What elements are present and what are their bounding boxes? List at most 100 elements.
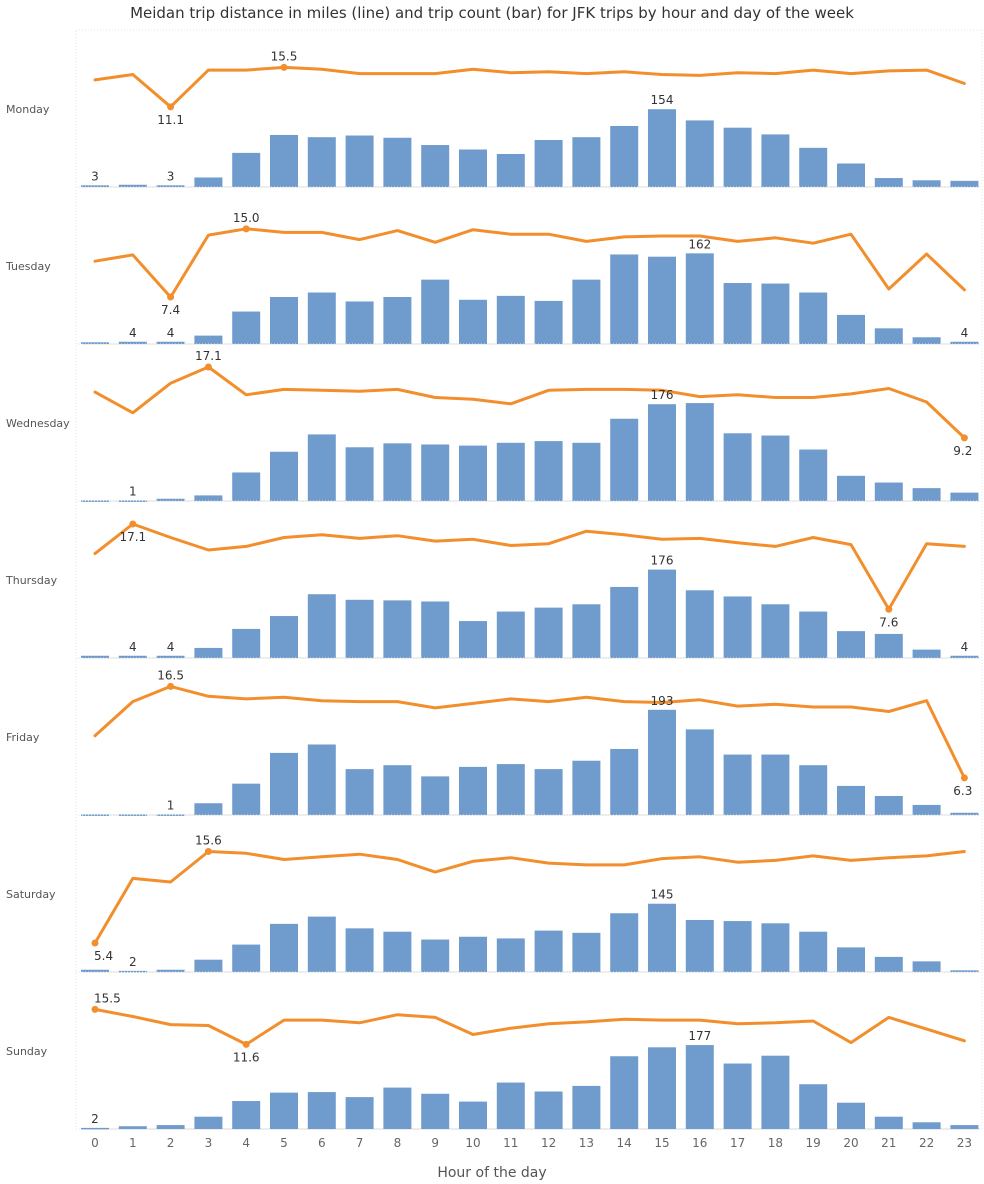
line-data-label: 15.0 [233, 211, 260, 225]
bar [837, 631, 865, 658]
bar [648, 1047, 676, 1129]
bar [761, 923, 790, 972]
bar [799, 611, 828, 658]
bar [874, 633, 903, 658]
bar-data-label: 4 [961, 326, 969, 340]
bar [459, 766, 487, 815]
row-label: Wednesday [6, 417, 70, 430]
bar [874, 482, 903, 501]
distance-line [93, 850, 966, 945]
row-label: Sunday [6, 1045, 48, 1058]
bar [156, 655, 185, 658]
bar [950, 655, 979, 658]
x-tick-label: 9 [431, 1136, 439, 1150]
bar-data-label: 4 [167, 640, 175, 654]
bar-data-label: 4 [961, 640, 969, 654]
bar [118, 970, 147, 973]
bar [723, 127, 752, 187]
bar [950, 180, 979, 187]
bar [799, 449, 828, 501]
bar [912, 1122, 941, 1129]
line-point-marker [129, 520, 137, 528]
bar [874, 1116, 903, 1129]
bar [685, 120, 714, 187]
bar [837, 314, 865, 344]
bar [761, 283, 790, 344]
bar-data-label: 4 [129, 326, 137, 340]
bar [194, 647, 223, 658]
line-data-label: 17.1 [119, 530, 146, 544]
bar [270, 752, 298, 815]
x-tick-label: 8 [394, 1136, 402, 1150]
line-data-label: 17.1 [195, 349, 222, 363]
panel-saturday: Saturday 2 145 15.6 5.4 [6, 814, 982, 973]
x-tick-label: 20 [843, 1136, 858, 1150]
bar [496, 938, 525, 972]
bar [912, 488, 941, 501]
bar [723, 283, 752, 344]
bar [799, 147, 828, 187]
bar [118, 655, 147, 658]
bar [232, 1101, 261, 1129]
bar [496, 764, 525, 815]
bar [421, 145, 450, 187]
bar [610, 126, 639, 187]
bar [912, 337, 941, 344]
line-data-label: 15.6 [195, 833, 222, 847]
bar [307, 744, 336, 815]
bar [723, 921, 752, 972]
bar [345, 301, 374, 344]
bar [685, 919, 714, 972]
bar [345, 135, 374, 187]
bar-data-label: 177 [688, 1029, 711, 1043]
bar [421, 939, 450, 972]
panel-wednesday: Wednesday 1 176 17.1 9.2 [6, 343, 982, 502]
bar [459, 936, 487, 972]
bar [81, 185, 109, 187]
bar [496, 153, 525, 187]
bar [837, 1102, 865, 1129]
row-label: Tuesday [5, 260, 51, 273]
line-point-marker [204, 363, 212, 371]
x-tick-label: 23 [957, 1136, 972, 1150]
bar [81, 655, 109, 658]
bar [799, 292, 828, 344]
bar [232, 311, 261, 344]
bar [459, 445, 487, 501]
line-point-marker [167, 103, 175, 111]
bar [534, 607, 563, 658]
x-tick-label: 17 [730, 1136, 745, 1150]
chart-panels: Monday 3 3 154 15.5 11.1 Tuesday 4 4 4 162 15.0 7.4 W… [5, 29, 983, 1130]
bar [950, 1125, 979, 1129]
bar [572, 442, 601, 501]
bar [950, 341, 979, 344]
bar [194, 177, 223, 187]
bar-data-label: 3 [167, 169, 175, 183]
bar [307, 916, 336, 972]
line-data-label: 16.5 [157, 668, 184, 682]
bar [874, 178, 903, 187]
bar [761, 435, 790, 501]
bar [610, 748, 639, 815]
panel-monday: Monday 3 3 154 15.5 11.1 [6, 49, 980, 188]
x-tick-label: 19 [806, 1136, 821, 1150]
bar-data-label: 162 [688, 237, 711, 251]
bar [459, 149, 487, 187]
line-data-label: 11.6 [233, 1050, 260, 1064]
bar [383, 931, 412, 972]
bar [610, 1056, 639, 1129]
bar [232, 472, 261, 501]
panel-thursday: Thursday 4 4 4 176 17.1 7.6 [5, 500, 982, 659]
bar-data-label: 145 [651, 888, 674, 902]
bar [837, 475, 865, 501]
bar [118, 500, 147, 502]
bar [345, 447, 374, 501]
panel-sunday: Sunday 2 177 15.5 11.6 [6, 971, 982, 1130]
bar [648, 569, 676, 658]
bar-data-label: 3 [91, 169, 99, 183]
bar [685, 403, 714, 501]
line-point-marker [204, 847, 212, 855]
bar [421, 444, 450, 501]
x-tick-label: 15 [654, 1136, 669, 1150]
bar [874, 328, 903, 344]
